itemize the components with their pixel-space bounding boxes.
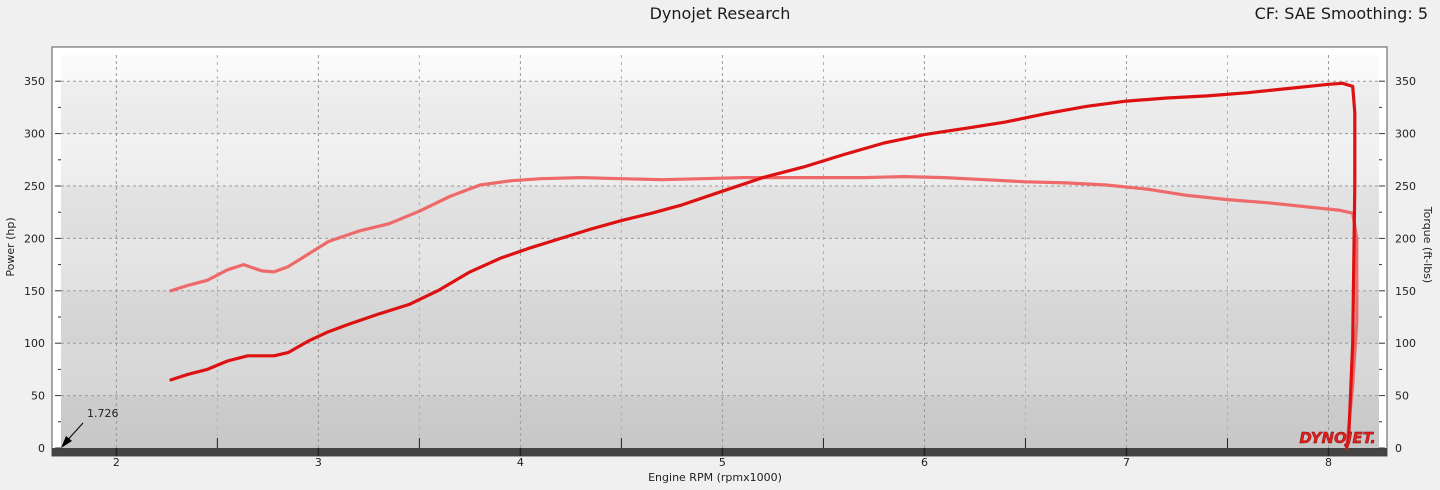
y-left-tick-label: 250 (24, 180, 45, 193)
x-tick-label: 7 (1123, 456, 1130, 469)
grid-band (61, 291, 1379, 343)
dynojet-logo: DYNOJET. (1299, 429, 1376, 447)
y-right-tick-label: 200 (1395, 232, 1416, 245)
cursor-value: 1.726 (87, 407, 119, 420)
x-tick-label: 3 (315, 456, 322, 469)
x-tick-label: 2 (113, 456, 120, 469)
chart-title: Dynojet Research (649, 4, 791, 23)
x-tick-label: 6 (921, 456, 928, 469)
y-right-tick-label: 300 (1395, 128, 1416, 141)
grid-band (61, 81, 1379, 133)
y-right-tick-label: 50 (1395, 390, 1409, 403)
power-curve (169, 81, 1357, 450)
y-left-tick-label: 100 (24, 337, 45, 350)
y-left-tick-label: 0 (38, 442, 45, 455)
y-right-tick-label: 150 (1395, 285, 1416, 298)
y-left-tick-label: 350 (24, 75, 45, 88)
x-tick-label: 8 (1325, 456, 1332, 469)
y-left-tick-label: 50 (31, 390, 45, 403)
plot-area (61, 55, 1379, 448)
y-right-tick-label: 0 (1395, 442, 1402, 455)
grid-band (61, 396, 1379, 448)
y-right-tick-label: 250 (1395, 180, 1416, 193)
x-axis-label: Engine RPM (rpmx1000) (648, 471, 782, 484)
y-right-tick-label: 350 (1395, 75, 1416, 88)
x-tick-label: 5 (719, 456, 726, 469)
y-left-tick-label: 200 (24, 232, 45, 245)
y-left-tick-label: 150 (24, 285, 45, 298)
y-axis-left-label: Power (hp) (4, 217, 17, 276)
x-axis-bar (52, 448, 1387, 456)
cursor-arrow-icon (61, 436, 72, 448)
correction-factor-info: CF: SAE Smoothing: 5 (1254, 4, 1428, 23)
x-tick-label: 4 (517, 456, 524, 469)
y-left-tick-label: 300 (24, 128, 45, 141)
y-right-tick-label: 100 (1395, 337, 1416, 350)
torque-curve (169, 175, 1359, 450)
y-axis-right-label: Torque (ft-lbs) (1421, 206, 1434, 283)
